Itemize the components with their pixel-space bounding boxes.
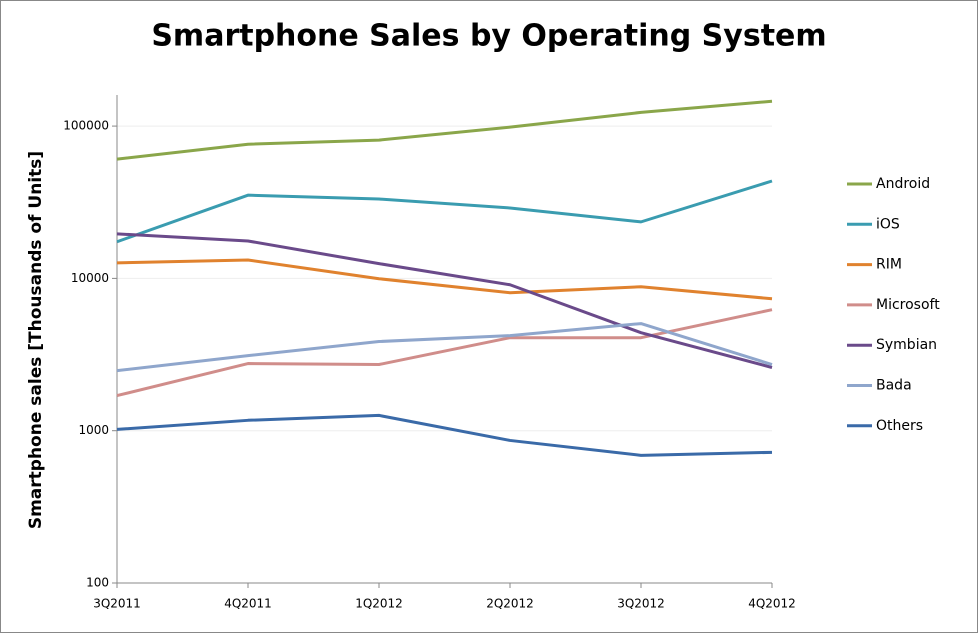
legend-label: Android xyxy=(876,176,930,192)
legend-label: iOS xyxy=(876,216,900,232)
legend-label: RIM xyxy=(876,257,902,273)
y-tick-label: 100 xyxy=(86,576,109,590)
y-tick-label: 1000 xyxy=(78,423,109,437)
x-tick-label: 1Q2012 xyxy=(355,597,403,611)
x-tick-label: 4Q2011 xyxy=(224,597,272,611)
y-tick-label: 100000 xyxy=(63,119,109,133)
legend-label: Symbian xyxy=(876,337,937,353)
x-tick-label: 4Q2012 xyxy=(748,597,796,611)
legend-label: Microsoft xyxy=(876,297,940,313)
legend-label: Bada xyxy=(876,378,912,394)
x-tick-label: 3Q2012 xyxy=(617,597,665,611)
series-line xyxy=(116,413,773,457)
chart-title: Smartphone Sales by Operating System xyxy=(151,19,826,54)
series-line xyxy=(116,99,773,161)
series-line xyxy=(116,308,773,398)
series-line xyxy=(116,179,773,244)
y-axis-label: Smartphone sales [Thousands of Units] xyxy=(26,151,46,529)
series-line xyxy=(116,232,773,369)
legend-label: Others xyxy=(876,418,923,434)
y-tick-label: 10000 xyxy=(71,271,109,285)
x-tick-label: 3Q2011 xyxy=(93,597,141,611)
series-line xyxy=(116,258,773,301)
series-line xyxy=(116,322,773,373)
x-tick-label: 2Q2012 xyxy=(486,597,534,611)
